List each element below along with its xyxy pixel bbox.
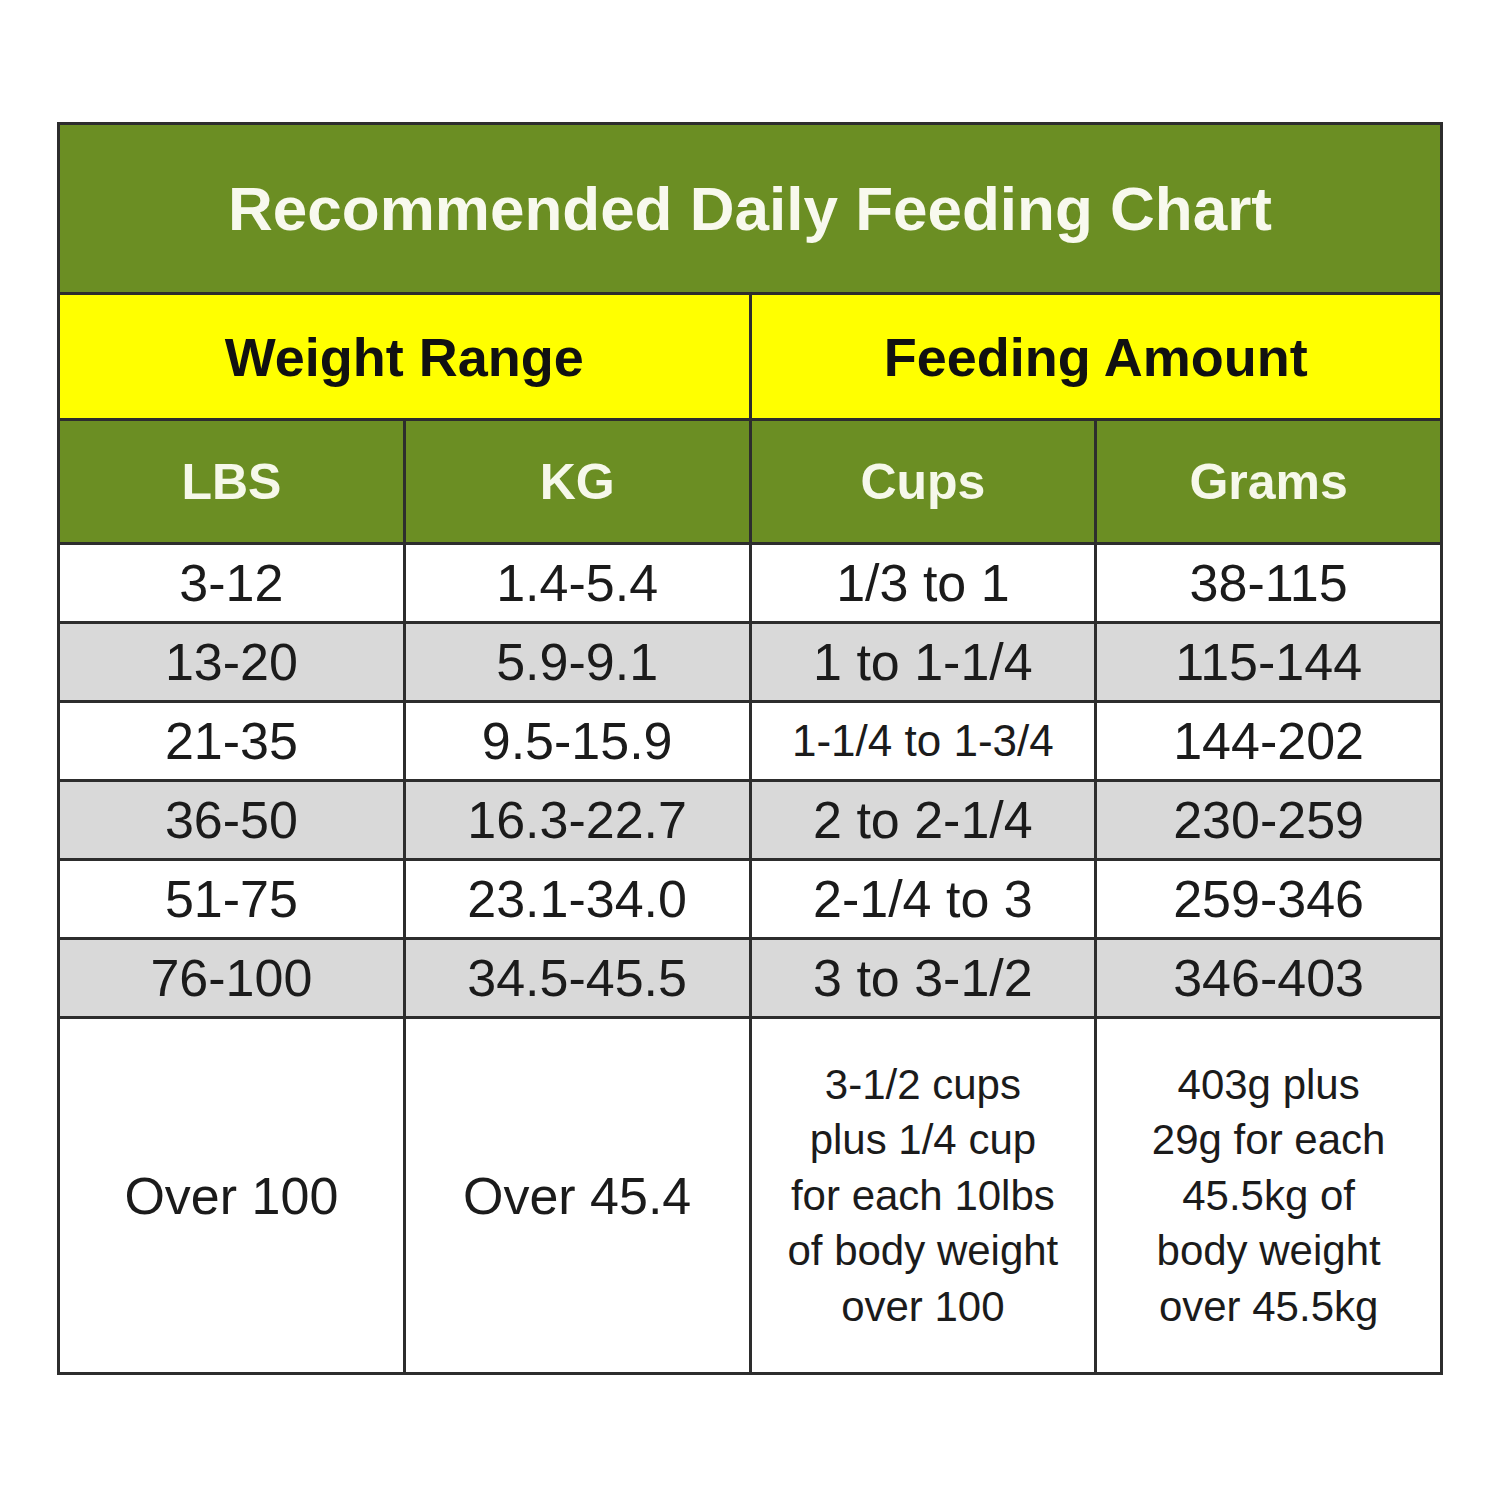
cell-cups: 3-1/2 cups plus 1/4 cup for each 10lbs o… [750, 1018, 1096, 1374]
cell-grams: 230-259 [1096, 781, 1442, 860]
cell-cups: 2 to 2-1/4 [750, 781, 1096, 860]
cell-lbs: 51-75 [59, 860, 405, 939]
table-row: 76-100 34.5-45.5 3 to 3-1/2 346-403 [59, 939, 1442, 1018]
cell-cups: 1/3 to 1 [750, 544, 1096, 623]
cell-lbs: 13-20 [59, 623, 405, 702]
cell-lbs: 21-35 [59, 702, 405, 781]
cell-kg: 1.4-5.4 [404, 544, 750, 623]
cell-grams: 346-403 [1096, 939, 1442, 1018]
cell-grams: 115-144 [1096, 623, 1442, 702]
group-header-feeding-amount: Feeding Amount [750, 294, 1442, 420]
cell-grams: 144-202 [1096, 702, 1442, 781]
chart-title: Recommended Daily Feeding Chart [59, 124, 1442, 294]
feeding-chart-table: Recommended Daily Feeding Chart Weight R… [57, 122, 1443, 1375]
column-header-row: LBS KG Cups Grams [59, 420, 1442, 544]
col-header-lbs: LBS [59, 420, 405, 544]
table-row: 51-75 23.1-34.0 2-1/4 to 3 259-346 [59, 860, 1442, 939]
feeding-chart-image: Recommended Daily Feeding Chart Weight R… [0, 0, 1500, 1500]
cell-lbs: 3-12 [59, 544, 405, 623]
table-row: 3-12 1.4-5.4 1/3 to 1 38-115 [59, 544, 1442, 623]
cell-lbs: 36-50 [59, 781, 405, 860]
table-row: 21-35 9.5-15.9 1-1/4 to 1-3/4 144-202 [59, 702, 1442, 781]
cell-cups: 1 to 1-1/4 [750, 623, 1096, 702]
col-header-grams: Grams [1096, 420, 1442, 544]
title-row: Recommended Daily Feeding Chart [59, 124, 1442, 294]
cell-lbs: 76-100 [59, 939, 405, 1018]
cell-kg: Over 45.4 [404, 1018, 750, 1374]
table-row-over-limit: Over 100 Over 45.4 3-1/2 cups plus 1/4 c… [59, 1018, 1442, 1374]
cell-cups: 1-1/4 to 1-3/4 [750, 702, 1096, 781]
cell-kg: 23.1-34.0 [404, 860, 750, 939]
cell-cups: 2-1/4 to 3 [750, 860, 1096, 939]
column-group-row: Weight Range Feeding Amount [59, 294, 1442, 420]
group-header-weight-range: Weight Range [59, 294, 751, 420]
cell-grams: 259-346 [1096, 860, 1442, 939]
col-header-kg: KG [404, 420, 750, 544]
cell-kg: 9.5-15.9 [404, 702, 750, 781]
table-row: 13-20 5.9-9.1 1 to 1-1/4 115-144 [59, 623, 1442, 702]
cell-grams: 403g plus 29g for each 45.5kg of body we… [1096, 1018, 1442, 1374]
cell-cups: 3 to 3-1/2 [750, 939, 1096, 1018]
cell-grams: 38-115 [1096, 544, 1442, 623]
cell-kg: 34.5-45.5 [404, 939, 750, 1018]
col-header-cups: Cups [750, 420, 1096, 544]
cell-kg: 5.9-9.1 [404, 623, 750, 702]
cell-lbs: Over 100 [59, 1018, 405, 1374]
table-row: 36-50 16.3-22.7 2 to 2-1/4 230-259 [59, 781, 1442, 860]
cell-kg: 16.3-22.7 [404, 781, 750, 860]
